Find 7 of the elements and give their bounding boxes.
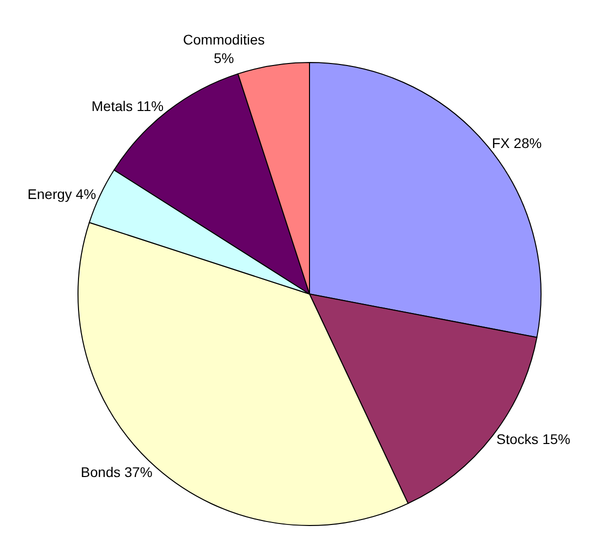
slice-label: Metals 11%: [92, 98, 164, 114]
data-label: 5%: [214, 50, 234, 66]
slice-label: Stocks 15%: [496, 430, 570, 447]
slice-label: Energy 4%: [28, 186, 96, 202]
slice-label: Commodities: [183, 32, 265, 48]
slice-label: FX 28%: [492, 135, 542, 152]
slice-label: Bonds 37%: [80, 464, 152, 480]
